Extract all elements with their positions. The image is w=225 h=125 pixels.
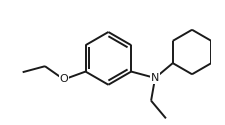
Text: O: O (59, 74, 68, 85)
Text: N: N (151, 73, 159, 83)
